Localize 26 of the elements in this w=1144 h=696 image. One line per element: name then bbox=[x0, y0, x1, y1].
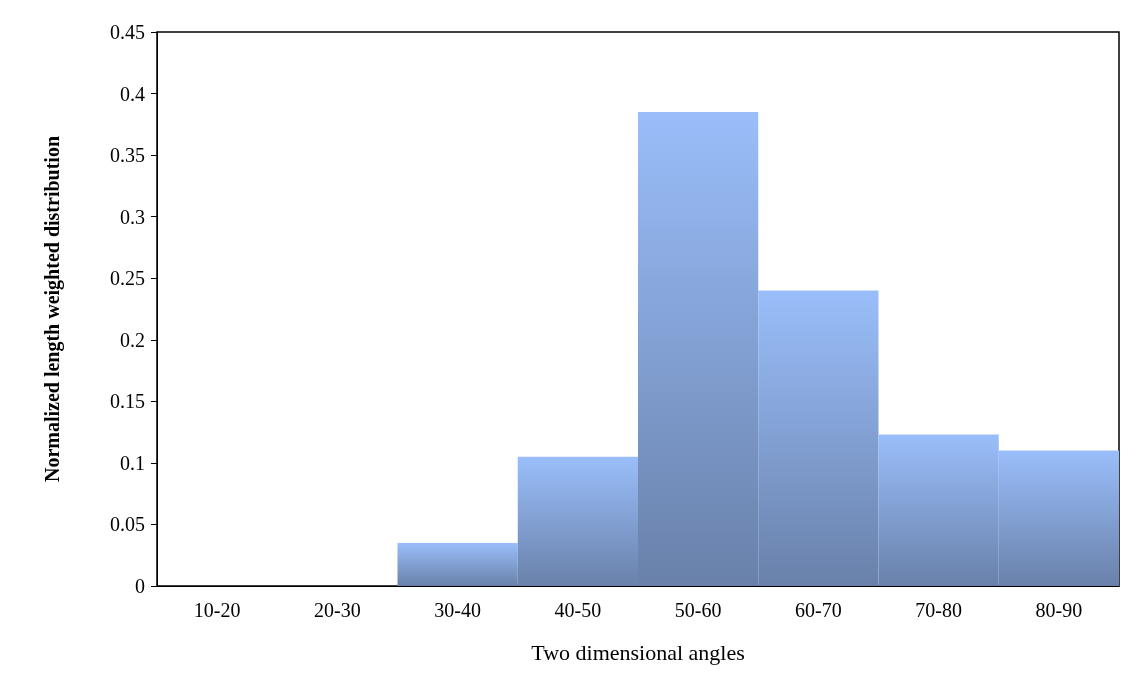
bar bbox=[638, 112, 759, 586]
y-axis-title: Normalized length weighted distribution bbox=[41, 135, 64, 483]
bar bbox=[878, 434, 999, 586]
x-tick-label: 20-30 bbox=[314, 599, 361, 621]
y-tick-label: 0.3 bbox=[120, 205, 145, 228]
bar bbox=[758, 290, 879, 586]
bar bbox=[998, 450, 1119, 586]
x-tick-label: 30-40 bbox=[434, 599, 481, 621]
bar bbox=[517, 456, 638, 586]
x-tick-label: 10-20 bbox=[193, 599, 241, 621]
y-tick-label: 0.45 bbox=[110, 21, 145, 43]
y-tick-label: 0.2 bbox=[120, 328, 145, 351]
y-tick-label: 0.25 bbox=[110, 267, 145, 290]
bar bbox=[397, 542, 518, 586]
y-tick-label: 0.1 bbox=[120, 451, 145, 474]
x-axis-title: Two dimensional angles bbox=[531, 639, 745, 665]
x-tick-label: 80-90 bbox=[1035, 599, 1083, 621]
x-tick-label: 60-70 bbox=[795, 599, 842, 621]
y-tick-label: 0.05 bbox=[110, 513, 145, 536]
x-tick-label: 40-50 bbox=[554, 599, 602, 621]
x-tick-label: 50-60 bbox=[674, 599, 722, 621]
y-tick-label: 0.4 bbox=[120, 82, 145, 105]
y-tick-label: 0.15 bbox=[110, 390, 145, 413]
y-tick-label: 0.35 bbox=[110, 144, 145, 167]
y-tick-label: 0 bbox=[135, 575, 145, 597]
x-tick-label: 70-80 bbox=[915, 599, 962, 621]
